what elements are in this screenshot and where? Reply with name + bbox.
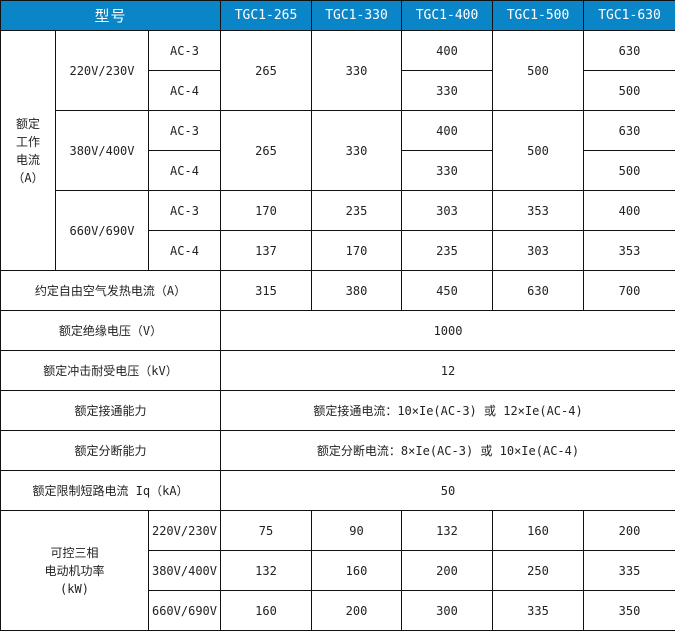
- insulation-label: 额定绝缘电压（V）: [0, 310, 222, 351]
- table-row: 380V/400V AC-3 265 330 400 500 630: [1, 110, 675, 191]
- value-cell: 400: [401, 30, 494, 71]
- table-row: 额定 工作 电流 （A） 220V/230V AC-3 265 330 400 …: [0, 30, 675, 271]
- value-cell: 200: [401, 550, 494, 591]
- value-cell: 330: [311, 110, 403, 191]
- value-cell: 200: [311, 590, 403, 631]
- value-cell: 630: [583, 30, 675, 71]
- table-row: 额定接通能力 额定接通电流：10×Ie(AC-3) 或 12×Ie(AC-4): [0, 390, 675, 431]
- breaking-label: 额定分断能力: [0, 430, 222, 471]
- table-row: 额定分断能力 额定分断电流：8×Ie(AC-3) 或 10×Ie(AC-4): [0, 430, 675, 471]
- table-row: AC-4 137 170 235 303 353: [1, 230, 675, 271]
- value-cell: 450: [401, 270, 494, 311]
- value-cell: 500: [492, 110, 585, 191]
- value-cell: 303: [401, 190, 494, 231]
- voltage-cell: 380V/400V: [147, 550, 222, 591]
- value-cell: 170: [311, 230, 403, 271]
- header-row: 型号 TGC1-265 TGC1-330 TGC1-400 TGC1-500 T…: [0, 0, 675, 31]
- value-cell: 170: [220, 190, 313, 231]
- value-cell: 132: [220, 550, 313, 591]
- value-cell: 90: [311, 510, 403, 551]
- rated-current-label: 额定 工作 电流 （A）: [0, 30, 56, 271]
- category-cell: AC-3: [147, 110, 222, 151]
- value-cell: 335: [583, 550, 675, 591]
- voltage-cell: 220V/230V: [147, 510, 222, 551]
- making-label: 额定接通能力: [0, 390, 222, 431]
- value-cell: 160: [492, 510, 585, 551]
- value-cell: 400: [401, 110, 494, 151]
- value-cell: 200: [583, 510, 675, 551]
- table-row: 额定限制短路电流 Iq（kA） 50: [0, 470, 675, 511]
- value-cell: 400: [583, 190, 675, 231]
- value-cell: 330: [311, 30, 403, 111]
- value-cell: 500: [492, 30, 585, 111]
- category-cell: AC-3: [147, 190, 222, 231]
- model-col: TGC1-630: [583, 0, 675, 31]
- breaking-value: 额定分断电流：8×Ie(AC-3) 或 10×Ie(AC-4): [220, 430, 675, 471]
- impulse-value: 12: [220, 350, 675, 391]
- value-cell: 235: [401, 230, 494, 271]
- model-col: TGC1-330: [311, 0, 403, 31]
- table-row: 380V/400V 132 160 200 250 335: [1, 550, 675, 591]
- value-cell: 300: [401, 590, 494, 631]
- value-cell: 500: [583, 150, 675, 191]
- value-cell: 160: [220, 590, 313, 631]
- label-line: 工作: [15, 134, 40, 149]
- category-cell: AC-3: [147, 30, 222, 71]
- value-cell: 353: [583, 230, 675, 271]
- value-cell: 160: [311, 550, 403, 591]
- motor-power-label: 可控三相 电动机功率 (kW): [0, 510, 149, 631]
- value-cell: 235: [311, 190, 403, 231]
- value-cell: 380: [311, 270, 403, 311]
- value-cell: 303: [492, 230, 585, 271]
- label-line: 电动机功率: [44, 563, 105, 578]
- value-cell: 250: [492, 550, 585, 591]
- table-row: AC-4 330 500: [1, 150, 675, 191]
- thermal-label: 约定自由空气发热电流（A）: [0, 270, 222, 311]
- label-line: （A）: [12, 170, 44, 185]
- category-cell: AC-4: [147, 70, 222, 111]
- model-col: TGC1-400: [401, 0, 494, 31]
- impulse-label: 额定冲击耐受电压（kV）: [0, 350, 222, 391]
- model-col: TGC1-265: [220, 0, 313, 31]
- model-header: 型号: [0, 0, 222, 31]
- table-row: 额定冲击耐受电压（kV） 12: [0, 350, 675, 391]
- voltage-cell: 660V/690V: [147, 590, 222, 631]
- table-row: 额定绝缘电压（V） 1000: [0, 310, 675, 351]
- table-row: 可控三相 电动机功率 (kW) 220V/230V 75 90 132 160 …: [0, 510, 675, 631]
- value-cell: 335: [492, 590, 585, 631]
- voltage-cell: 220V/230V: [55, 30, 149, 111]
- voltage-cell: 660V/690V: [55, 190, 149, 271]
- value-cell: 137: [220, 230, 313, 271]
- category-cell: AC-4: [147, 230, 222, 271]
- category-cell: AC-4: [147, 150, 222, 191]
- table-row: 660V/690V AC-3 170 235 303 353 400: [1, 190, 675, 271]
- value-cell: 330: [401, 150, 494, 191]
- short-circuit-value: 50: [220, 470, 675, 511]
- value-cell: 315: [220, 270, 313, 311]
- insulation-value: 1000: [220, 310, 675, 351]
- table-row: 约定自由空气发热电流（A） 315 380 450 630 700: [0, 270, 675, 311]
- value-cell: 700: [583, 270, 675, 311]
- label-line: (kW): [60, 581, 89, 596]
- table-row: 660V/690V 160 200 300 335 350: [1, 590, 675, 631]
- value-cell: 353: [492, 190, 585, 231]
- label-line: 额定: [15, 116, 40, 131]
- value-cell: 350: [583, 590, 675, 631]
- value-cell: 630: [492, 270, 585, 311]
- value-cell: 630: [583, 110, 675, 151]
- value-cell: 330: [401, 70, 494, 111]
- short-circuit-label: 额定限制短路电流 Iq（kA）: [0, 470, 222, 511]
- model-col: TGC1-500: [492, 0, 585, 31]
- value-cell: 132: [401, 510, 494, 551]
- value-cell: 500: [583, 70, 675, 111]
- value-cell: 265: [220, 110, 313, 191]
- value-cell: 265: [220, 30, 313, 111]
- making-value: 额定接通电流：10×Ie(AC-3) 或 12×Ie(AC-4): [220, 390, 675, 431]
- voltage-cell: 380V/400V: [55, 110, 149, 191]
- label-line: 可控三相: [50, 545, 99, 560]
- value-cell: 75: [220, 510, 313, 551]
- label-line: 电流: [15, 152, 40, 167]
